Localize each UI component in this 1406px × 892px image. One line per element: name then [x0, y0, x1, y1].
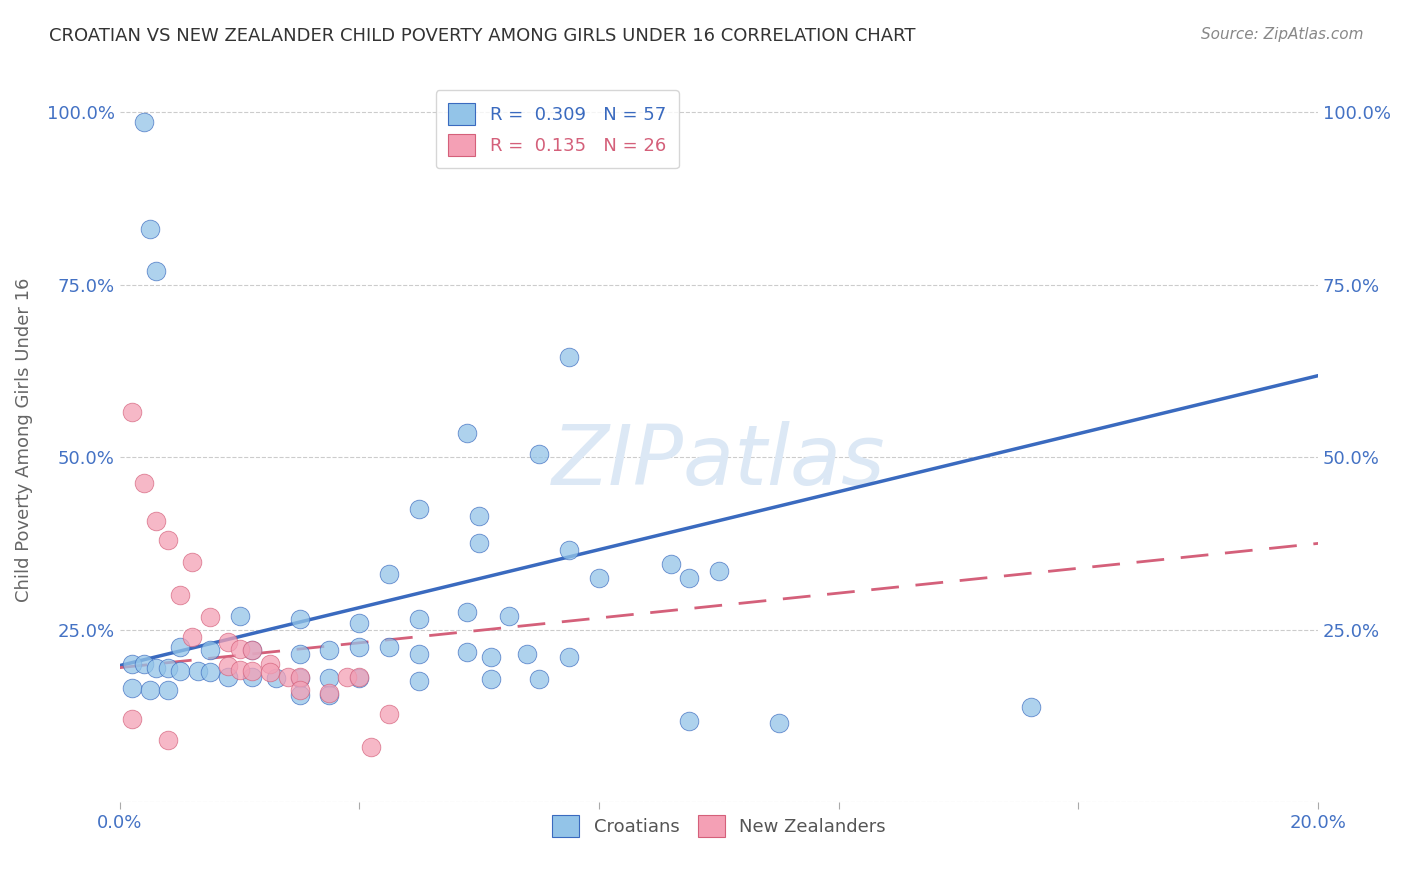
Point [378, 640, 401, 654]
Point [276, 670, 298, 684]
Point [156, 733, 179, 747]
Point [468, 536, 491, 550]
Point [456, 606, 478, 620]
Point [288, 670, 311, 684]
Point [240, 664, 263, 678]
Point [288, 671, 311, 685]
Point [217, 670, 239, 684]
Point [132, 657, 155, 672]
Point [217, 635, 239, 649]
Point [408, 674, 430, 689]
Point [138, 222, 160, 236]
Point [264, 671, 287, 685]
Point [456, 425, 478, 440]
Point [145, 264, 167, 278]
Point [527, 447, 550, 461]
Point [169, 588, 191, 602]
Point [156, 660, 179, 674]
Point [349, 670, 371, 684]
Point [288, 688, 311, 702]
Point [132, 476, 155, 491]
Point [156, 533, 179, 547]
Point [288, 683, 311, 698]
Point [349, 671, 371, 685]
Point [121, 657, 143, 672]
Point [169, 664, 191, 678]
Point [198, 665, 221, 680]
Text: ZIPatlas: ZIPatlas [553, 421, 886, 502]
Point [145, 514, 167, 528]
Point [169, 640, 191, 654]
Point [588, 571, 610, 585]
Point [678, 714, 700, 728]
Point [318, 686, 340, 700]
Point [408, 501, 430, 516]
Point [318, 688, 340, 702]
Point [349, 615, 371, 630]
Y-axis label: Child Poverty Among Girls Under 16: Child Poverty Among Girls Under 16 [15, 277, 32, 602]
Point [240, 643, 263, 657]
Point [479, 673, 502, 687]
Point [187, 664, 209, 678]
Point [349, 640, 371, 654]
Legend: Croatians, New Zealanders: Croatians, New Zealanders [546, 807, 893, 844]
Point [180, 630, 202, 644]
Text: CROATIAN VS NEW ZEALANDER CHILD POVERTY AMONG GIRLS UNDER 16 CORRELATION CHART: CROATIAN VS NEW ZEALANDER CHILD POVERTY … [49, 27, 915, 45]
Point [121, 405, 143, 419]
Point [228, 663, 250, 677]
Point [360, 739, 382, 754]
Point [468, 508, 491, 523]
Point [558, 650, 581, 665]
Point [378, 706, 401, 721]
Point [678, 571, 700, 585]
Point [240, 643, 263, 657]
Point [288, 647, 311, 661]
Point [138, 683, 160, 698]
Point [378, 567, 401, 582]
Point [336, 670, 359, 684]
Point [318, 643, 340, 657]
Point [145, 660, 167, 674]
Point [659, 557, 682, 571]
Point [558, 543, 581, 558]
Point [768, 715, 790, 730]
Point [479, 650, 502, 665]
Point [1019, 700, 1042, 714]
Point [240, 670, 263, 684]
Point [121, 681, 143, 696]
Point [408, 647, 430, 661]
Point [217, 658, 239, 673]
Point [498, 608, 520, 623]
Point [516, 647, 538, 661]
Point [121, 713, 143, 727]
Point [228, 608, 250, 623]
Text: Source: ZipAtlas.com: Source: ZipAtlas.com [1201, 27, 1364, 42]
Point [228, 642, 250, 657]
Point [527, 673, 550, 687]
Point [408, 612, 430, 626]
Point [156, 683, 179, 698]
Point [318, 671, 340, 685]
Point [198, 643, 221, 657]
Point [288, 612, 311, 626]
Point [456, 645, 478, 659]
Point [180, 555, 202, 569]
Point [132, 115, 155, 129]
Point [259, 665, 281, 680]
Point [707, 564, 730, 578]
Point [198, 610, 221, 624]
Point [259, 657, 281, 672]
Point [558, 350, 581, 364]
